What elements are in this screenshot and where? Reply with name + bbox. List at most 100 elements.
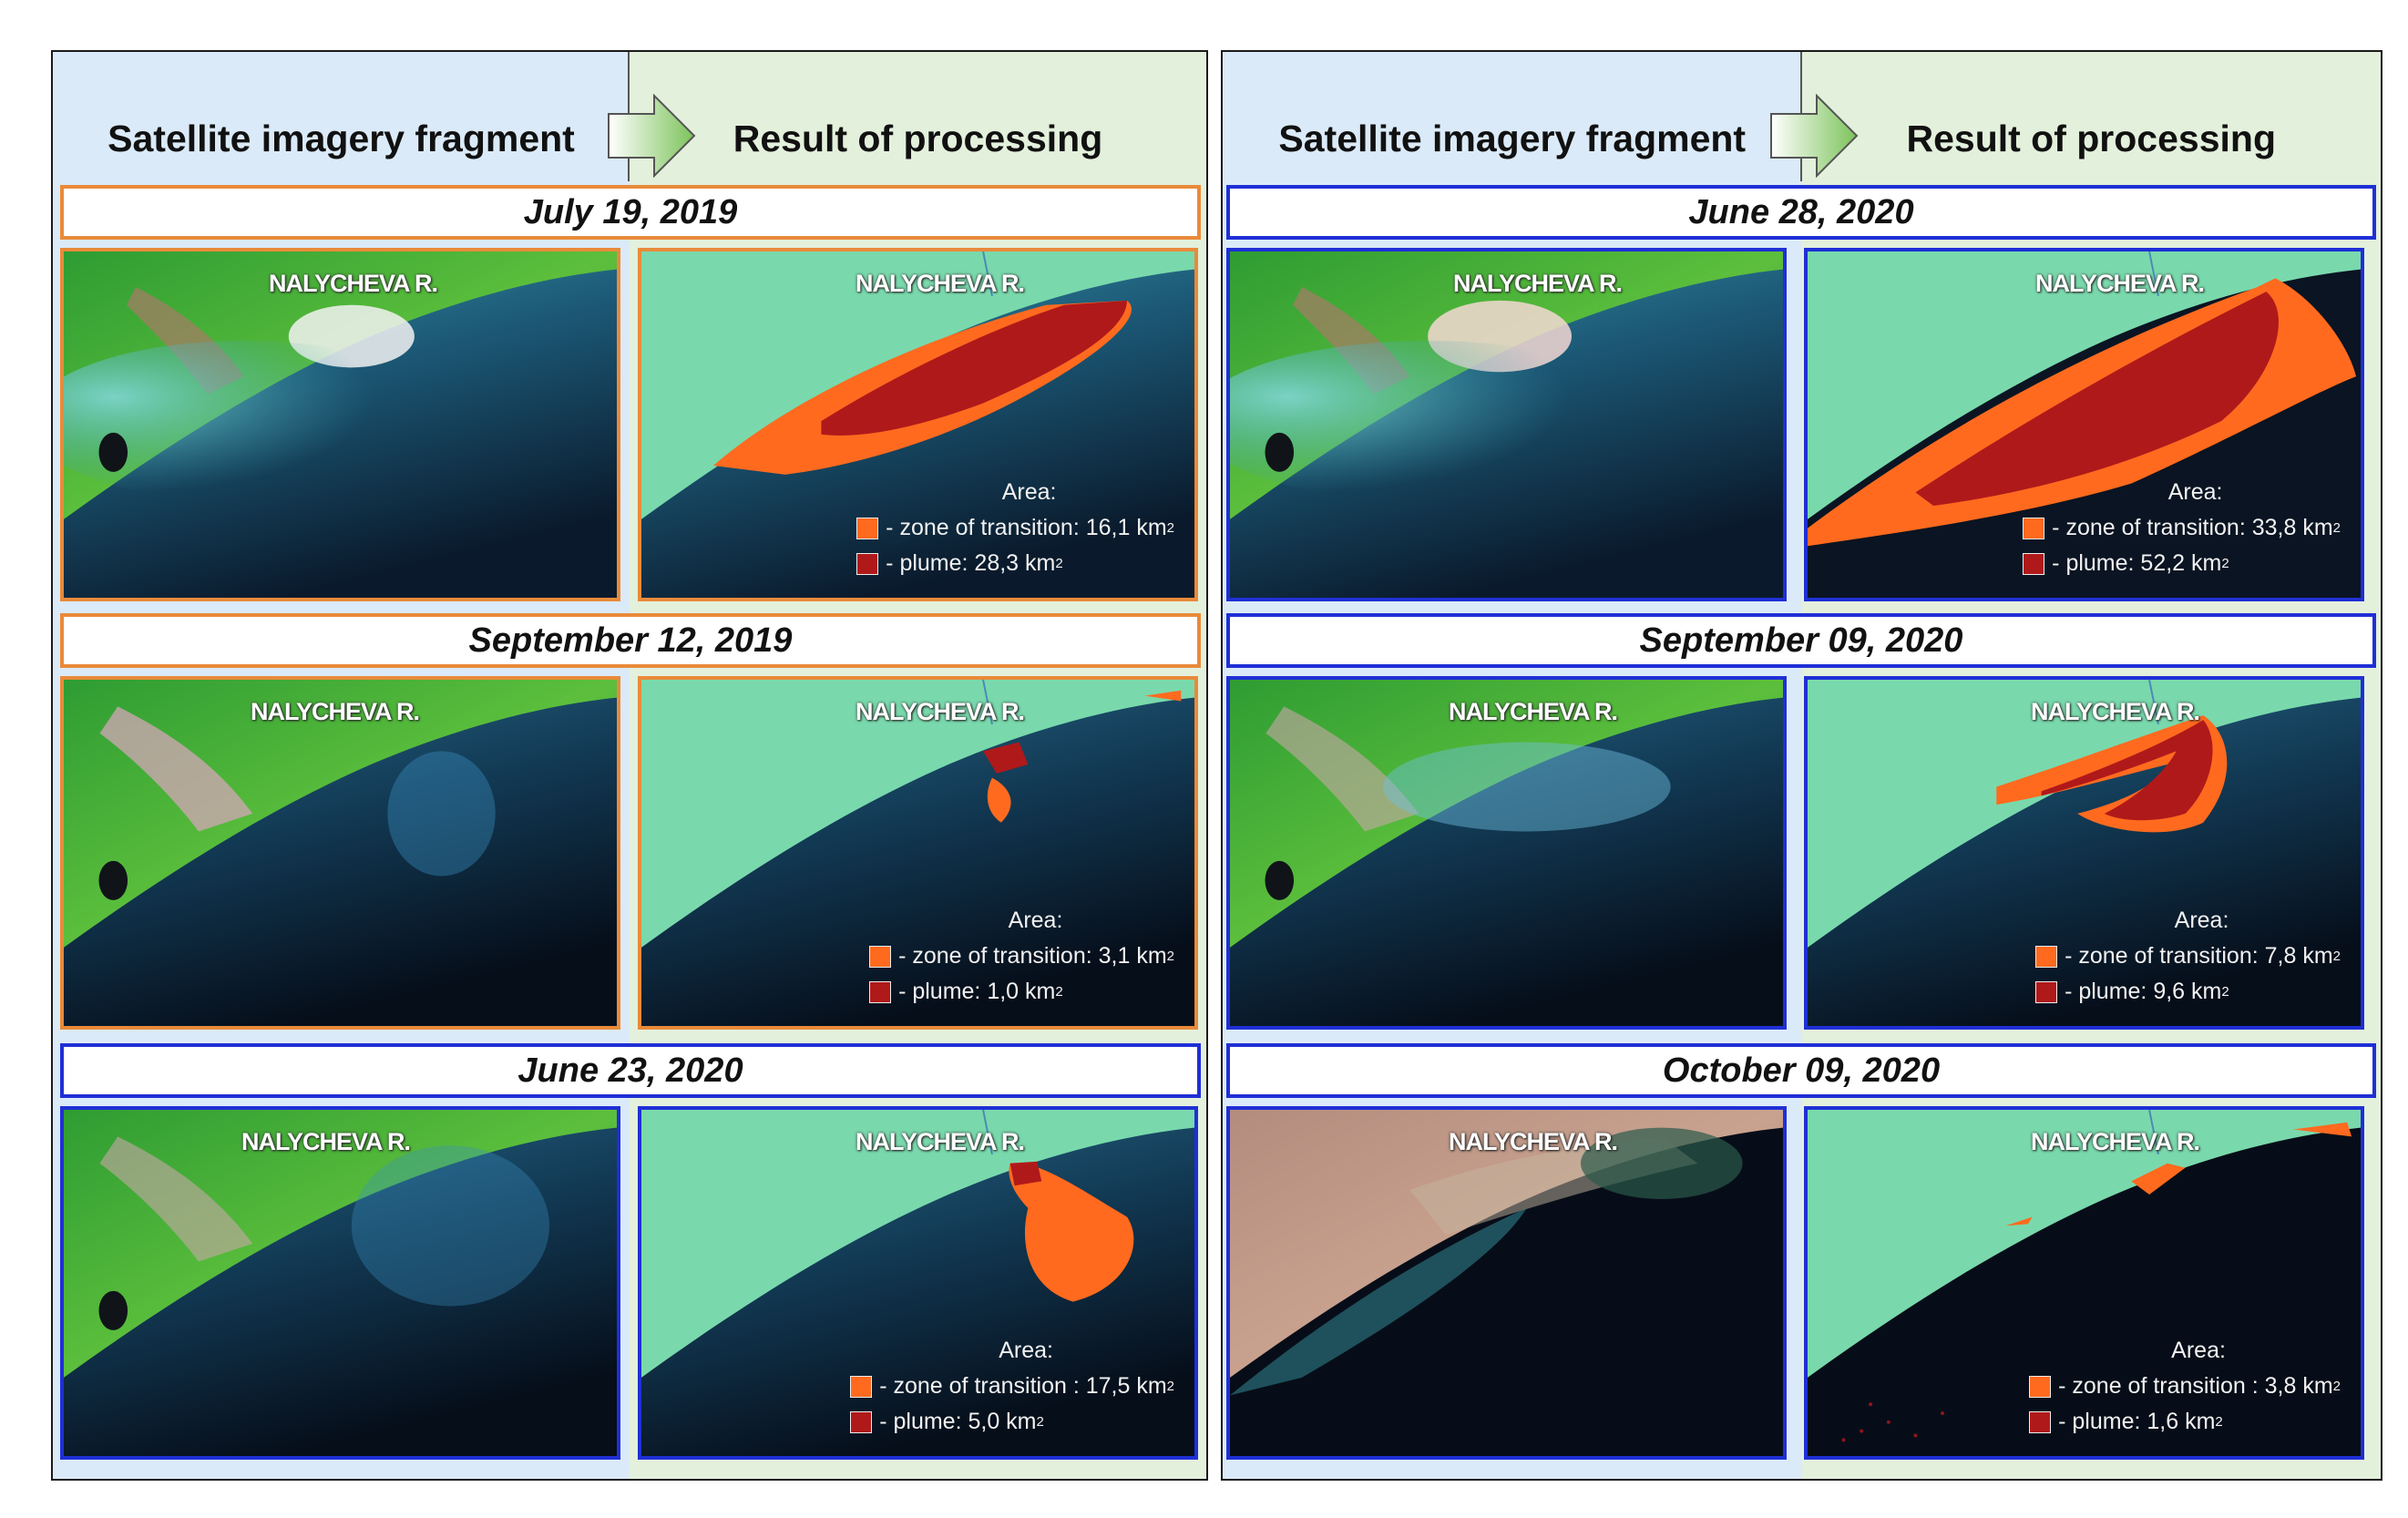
river-label: NALYCHEVA R. [2035, 270, 2205, 297]
satellite-image-panel: NALYCHEVA R. [60, 1106, 620, 1460]
unit-superscript: 2 [1166, 949, 1174, 964]
area-legend: Area: - zone of transition: 33,8 km 2 - p… [2023, 475, 2341, 581]
processing-result-panel: NALYCHEVA R. Area: - zone of transition:… [1804, 248, 2364, 601]
transition-swatch [869, 945, 892, 968]
legend-transition-row: - zone of transition: 3,1 km 2 [869, 938, 1174, 974]
legend-plume-row: - plume: 28,3 km 2 [856, 546, 1174, 581]
transition-area: - zone of transition : 17,5 km [879, 1373, 1167, 1399]
legend-plume-row: - plume: 1,6 km 2 [2029, 1404, 2341, 1440]
river-label: NALYCHEVA R. [2031, 698, 2200, 725]
header-source-title: Satellite imagery fragment [108, 118, 575, 159]
river-label: NALYCHEVA R. [251, 698, 420, 725]
legend-title: Area: [2174, 908, 2229, 933]
plume-area: - plume: 28,3 km [886, 550, 1056, 576]
area-legend: Area: - zone of transition : 17,5 km 2 - … [850, 1333, 1174, 1440]
river-label: NALYCHEVA R. [269, 270, 438, 297]
river-label: NALYCHEVA R. [1449, 698, 1618, 725]
plume-area: - plume: 1,6 km [2058, 1409, 2216, 1434]
transition-area: - zone of transition : 3,8 km [2058, 1373, 2333, 1399]
area-legend: Area: - zone of transition: 16,1 km 2 - p… [856, 475, 1174, 581]
date-bar: September 09, 2020 [1226, 613, 2376, 668]
header-result-bg [1801, 52, 2381, 181]
legend-title: Area: [2167, 479, 2223, 505]
header-result-title: Result of processing [1906, 118, 2276, 159]
header-source-title: Satellite imagery fragment [1278, 118, 1747, 159]
legend-transition-row: - zone of transition: 16,1 km 2 [856, 510, 1174, 546]
legend-transition-row: - zone of transition : 17,5 km 2 [850, 1369, 1174, 1404]
header-result-bg [630, 52, 1206, 181]
satellite-image-panel: NALYCHEVA R. [60, 676, 620, 1030]
plume-area: - plume: 5,0 km [879, 1409, 1037, 1434]
satellite-image-panel: NALYCHEVA R. [1226, 248, 1787, 601]
processing-result-panel: NALYCHEVA R. Area: - zone of transition:… [638, 676, 1198, 1030]
transition-swatch [2035, 945, 2058, 968]
plume-area: - plume: 9,6 km [2065, 979, 2222, 1004]
satellite-image-panel: NALYCHEVA R. [1226, 1106, 1787, 1460]
legend-plume-row: - plume: 52,2 km 2 [2023, 546, 2341, 581]
transition-area: - zone of transition: 33,8 km [2052, 515, 2333, 540]
processing-result-panel: NALYCHEVA R. Area: - zone of transition … [638, 1106, 1198, 1460]
unit-superscript: 2 [2215, 1414, 2223, 1430]
satellite-image-panel: NALYCHEVA R. [1226, 676, 1787, 1030]
plume-swatch [856, 552, 879, 575]
transition-swatch [2029, 1375, 2052, 1398]
river-label: NALYCHEVA R. [2031, 1128, 2200, 1155]
unit-superscript: 2 [1166, 520, 1174, 536]
area-legend: Area: - zone of transition: 3,1 km 2 - pl… [869, 903, 1174, 1010]
transition-area: - zone of transition: 3,1 km [898, 943, 1167, 969]
processing-result-panel: NALYCHEVA R. Area: - zone of transition:… [638, 248, 1198, 601]
date-bar: June 28, 2020 [1226, 185, 2376, 240]
transition-area: - zone of transition: 7,8 km [2065, 943, 2333, 969]
legend-transition-row: - zone of transition : 3,8 km 2 [2029, 1369, 2341, 1404]
unit-superscript: 2 [2221, 556, 2229, 571]
unit-superscript: 2 [2332, 1379, 2341, 1394]
legend-plume-row: - plume: 5,0 km 2 [850, 1404, 1174, 1440]
legend-plume-row: - plume: 1,0 km 2 [869, 974, 1174, 1010]
transition-swatch [2023, 517, 2045, 539]
date-bar: July 19, 2019 [60, 185, 1201, 240]
arrow-right-icon [608, 94, 696, 178]
unit-superscript: 2 [2332, 520, 2341, 536]
legend-title: Area: [999, 1338, 1053, 1363]
plume-area: - plume: 1,0 km [898, 979, 1056, 1004]
arrow-right-icon [1770, 94, 1859, 178]
legend-title: Area: [1008, 908, 1063, 933]
legend-transition-row: - zone of transition: 33,8 km 2 [2023, 510, 2341, 546]
river-label: NALYCHEVA R. [1453, 270, 1623, 297]
processing-result-panel: NALYCHEVA R. Area: - zone of transition … [1804, 1106, 2364, 1460]
area-legend: Area: - zone of transition: 7,8 km 2 - pl… [2035, 903, 2341, 1010]
transition-swatch [856, 517, 879, 539]
transition-area: - zone of transition: 16,1 km [886, 515, 1167, 540]
header-source-bg [1223, 52, 1802, 181]
date-bar: June 23, 2020 [60, 1043, 1201, 1098]
legend-transition-row: - zone of transition: 7,8 km 2 [2035, 938, 2341, 974]
area-legend: Area: - zone of transition : 3,8 km 2 - p… [2029, 1333, 2341, 1440]
transition-swatch [850, 1375, 873, 1398]
legend-title: Area: [1001, 479, 1057, 505]
date-bar: September 12, 2019 [60, 613, 1201, 668]
date-bar: October 09, 2020 [1226, 1043, 2376, 1098]
processing-result-panel: NALYCHEVA R. Area: - zone of transition:… [1804, 676, 2364, 1030]
legend-title: Area: [2171, 1338, 2226, 1363]
satellite-image-panel: NALYCHEVA R. [60, 248, 620, 601]
unit-superscript: 2 [1055, 984, 1063, 1000]
river-label: NALYCHEVA R. [856, 270, 1025, 297]
river-label: NALYCHEVA R. [856, 1128, 1025, 1155]
plume-swatch [2023, 552, 2045, 575]
plume-swatch [850, 1410, 873, 1433]
river-label: NALYCHEVA R. [1449, 1128, 1618, 1155]
legend-plume-row: - plume: 9,6 km 2 [2035, 974, 2341, 1010]
river-label: NALYCHEVA R. [241, 1128, 411, 1155]
unit-superscript: 2 [1166, 1379, 1174, 1394]
river-label: NALYCHEVA R. [856, 698, 1025, 725]
header-source-bg [53, 52, 630, 181]
plume-swatch [869, 980, 892, 1003]
unit-superscript: 2 [2221, 984, 2229, 1000]
plume-swatch [2035, 980, 2058, 1003]
unit-superscript: 2 [1036, 1414, 1044, 1430]
unit-superscript: 2 [1055, 556, 1063, 571]
plume-area: - plume: 52,2 km [2052, 550, 2222, 576]
unit-superscript: 2 [2332, 949, 2341, 964]
plume-swatch [2029, 1410, 2052, 1433]
header-result-title: Result of processing [733, 118, 1103, 159]
